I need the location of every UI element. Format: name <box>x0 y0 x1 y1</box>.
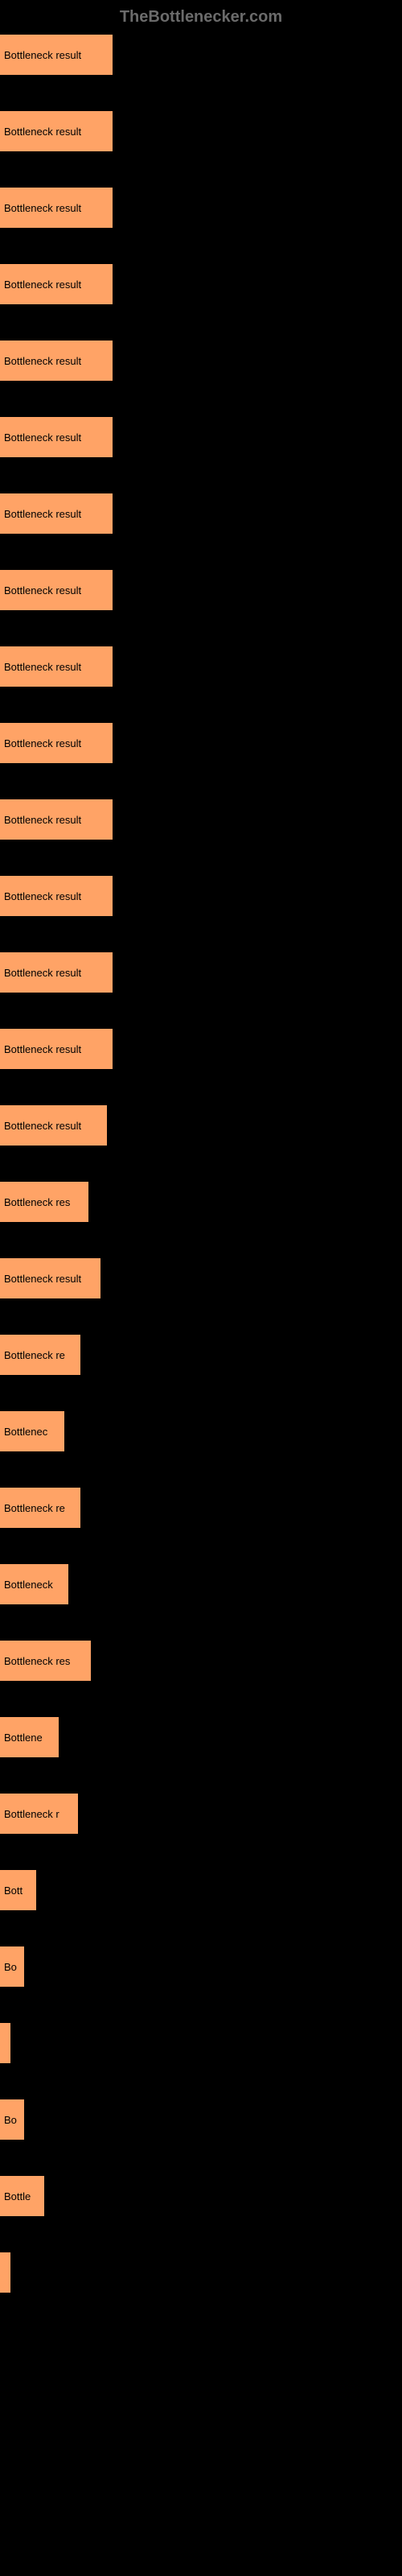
bottleneck-bar[interactable]: Bottleneck result <box>0 1258 100 1298</box>
bottleneck-bar[interactable]: Bottle <box>0 2176 44 2216</box>
bottleneck-bar[interactable]: Bottleneck result <box>0 876 113 916</box>
bottleneck-bar[interactable]: Bottleneck re <box>0 1335 80 1375</box>
bar-label: Bottle <box>4 2190 31 2202</box>
bar-label: Bottleneck r <box>4 1808 59 1820</box>
bar-label: Bottleneck result <box>4 967 81 979</box>
bar-row: Bottleneck <box>0 1564 402 1604</box>
bar-label: Bottleneck re <box>4 1502 65 1514</box>
bar-label: Bott <box>4 1885 23 1897</box>
bottleneck-bar[interactable]: Bottleneck result <box>0 1105 107 1146</box>
bar-label: Bottleneck result <box>4 355 81 367</box>
bottleneck-bar[interactable]: Bottleneck result <box>0 799 113 840</box>
bar-row: Bottleneck result <box>0 188 402 228</box>
bottleneck-bar[interactable]: Bottleneck r <box>0 1794 78 1834</box>
bar-label: Bottleneck result <box>4 584 81 597</box>
bar-label: Bottleneck result <box>4 508 81 520</box>
bottleneck-bar[interactable]: Bottleneck result <box>0 417 113 457</box>
bar-row: Bottleneck result <box>0 1029 402 1069</box>
bar-row: Bottleneck re <box>0 1335 402 1375</box>
bar-label: Bottlenec <box>4 1426 47 1438</box>
bar-row <box>0 2023 402 2063</box>
bar-row: Bottleneck result <box>0 417 402 457</box>
bar-row: Bottle <box>0 2176 402 2216</box>
bar-row: Bottleneck re <box>0 1488 402 1528</box>
bottleneck-bar[interactable]: Bottleneck result <box>0 264 113 304</box>
bottleneck-bar[interactable]: Bottleneck result <box>0 646 113 687</box>
bar-row: Bottleneck result <box>0 799 402 840</box>
bar-row: Bottleneck result <box>0 952 402 993</box>
bar-row: Bo <box>0 1946 402 1987</box>
bottleneck-chart: Bottleneck result Bottleneck result Bottle… <box>0 35 402 2293</box>
bar-row: Bottleneck r <box>0 1794 402 1834</box>
bar-label: Bottleneck result <box>4 431 81 444</box>
bar-row: Bottleneck result <box>0 570 402 610</box>
bar-label: Bottleneck res <box>4 1196 70 1208</box>
bar-row <box>0 2252 402 2293</box>
bar-label: Bottleneck result <box>4 126 81 138</box>
bottleneck-bar[interactable]: Bottleneck result <box>0 35 113 75</box>
bar-row: Bottleneck result <box>0 1105 402 1146</box>
bottleneck-bar[interactable]: Bottleneck result <box>0 952 113 993</box>
bar-label: Bottleneck re <box>4 1349 65 1361</box>
bar-label: Bottleneck res <box>4 1655 70 1667</box>
bar-row: Bo <box>0 2099 402 2140</box>
bar-label: Bo <box>4 1961 17 1973</box>
bottleneck-bar[interactable]: Bott <box>0 1870 36 1910</box>
bar-row: Bottleneck result <box>0 341 402 381</box>
bar-label: Bottleneck result <box>4 890 81 902</box>
bar-row: Bottleneck result <box>0 111 402 151</box>
bar-row: Bott <box>0 1870 402 1910</box>
bar-row: Bottlene <box>0 1717 402 1757</box>
bar-row: Bottleneck res <box>0 1641 402 1681</box>
bar-row: Bottleneck result <box>0 264 402 304</box>
bar-label: Bottleneck <box>4 1579 53 1591</box>
bar-label: Bottleneck result <box>4 814 81 826</box>
bar-row: Bottleneck res <box>0 1182 402 1222</box>
bar-label: Bottleneck result <box>4 279 81 291</box>
bar-row: Bottleneck result <box>0 876 402 916</box>
bottleneck-bar[interactable]: Bottlenec <box>0 1411 64 1451</box>
bottleneck-bar[interactable]: Bottleneck result <box>0 188 113 228</box>
bottleneck-bar[interactable]: Bottleneck result <box>0 1029 113 1069</box>
bottleneck-bar[interactable]: Bo <box>0 1946 24 1987</box>
bar-label: Bottleneck result <box>4 1120 81 1132</box>
bar-label: Bottleneck result <box>4 1273 81 1285</box>
bar-row: Bottleneck result <box>0 493 402 534</box>
bottleneck-bar[interactable]: Bottleneck res <box>0 1182 88 1222</box>
bottleneck-bar[interactable]: Bottleneck result <box>0 341 113 381</box>
bottleneck-bar[interactable] <box>0 2023 10 2063</box>
bottleneck-bar[interactable]: Bottleneck <box>0 1564 68 1604</box>
bar-label: Bottleneck result <box>4 202 81 214</box>
bar-label: Bottleneck result <box>4 661 81 673</box>
bottleneck-bar[interactable]: Bottleneck result <box>0 111 113 151</box>
bottleneck-bar[interactable]: Bottleneck re <box>0 1488 80 1528</box>
bottleneck-bar[interactable]: Bottlene <box>0 1717 59 1757</box>
bar-label: Bottleneck result <box>4 49 81 61</box>
bottleneck-bar[interactable] <box>0 2252 10 2293</box>
bar-label: Bottleneck result <box>4 737 81 749</box>
bar-label: Bottlene <box>4 1732 43 1744</box>
bar-row: Bottleneck result <box>0 35 402 75</box>
bottleneck-bar[interactable]: Bottleneck result <box>0 723 113 763</box>
bottleneck-bar[interactable]: Bottleneck result <box>0 493 113 534</box>
bar-label: Bo <box>4 2114 17 2126</box>
bar-row: Bottlenec <box>0 1411 402 1451</box>
bottleneck-bar[interactable]: Bo <box>0 2099 24 2140</box>
bar-label: Bottleneck result <box>4 1043 81 1055</box>
bar-row: Bottleneck result <box>0 723 402 763</box>
bottleneck-bar[interactable]: Bottleneck result <box>0 570 113 610</box>
bar-row: Bottleneck result <box>0 1258 402 1298</box>
site-header: TheBottlenecker.com <box>0 0 402 35</box>
bottleneck-bar[interactable]: Bottleneck res <box>0 1641 91 1681</box>
bar-row: Bottleneck result <box>0 646 402 687</box>
